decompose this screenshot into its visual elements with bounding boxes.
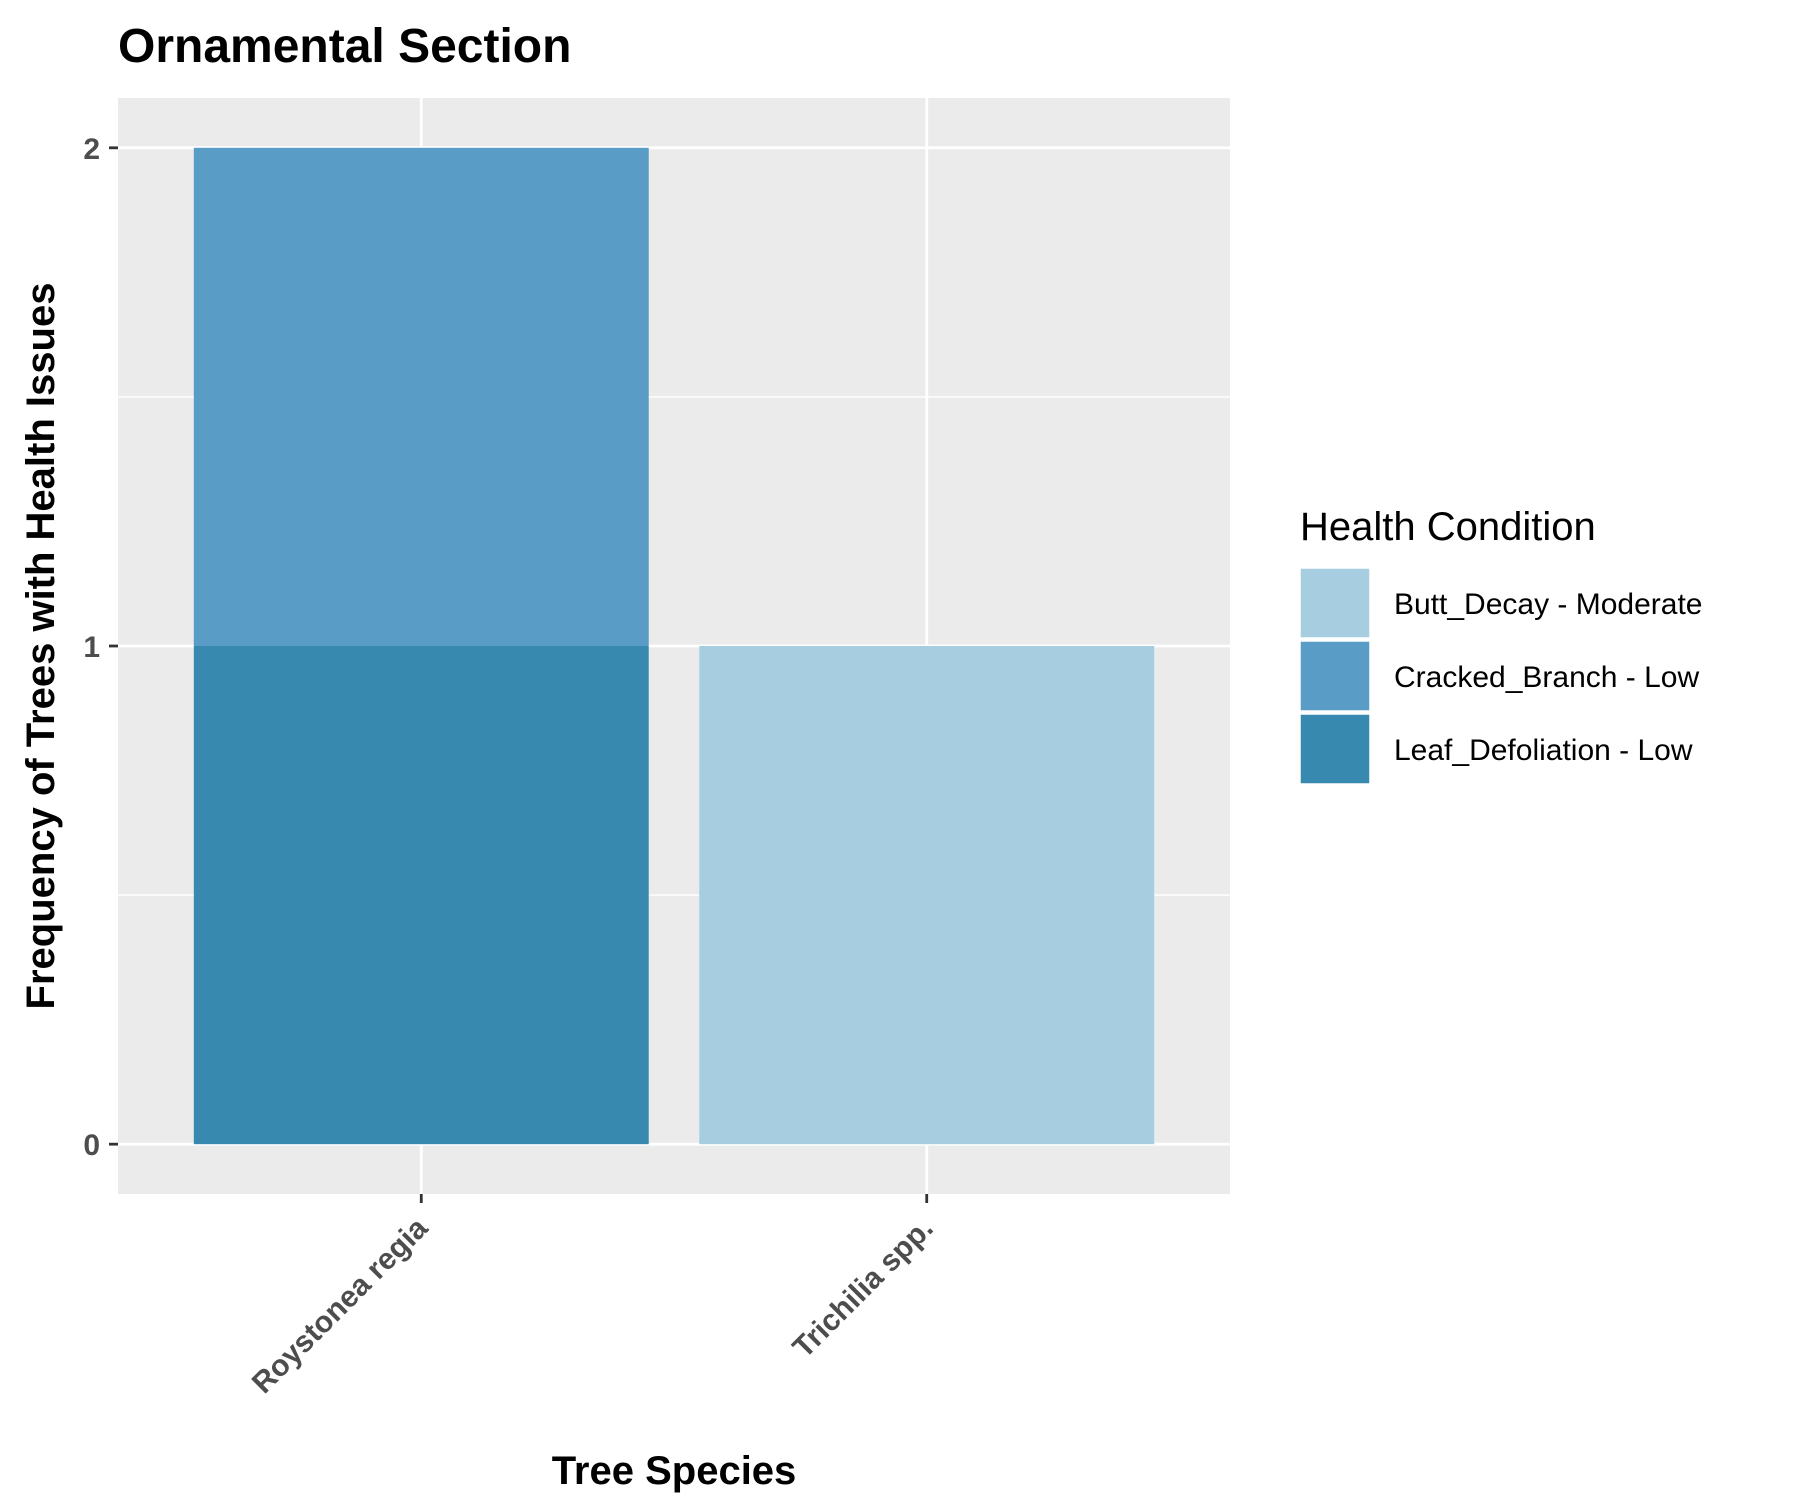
x-tick-label: Trichilia spp.	[787, 1212, 940, 1365]
x-axis-title: Tree Species	[552, 1449, 797, 1493]
bar-cracked-branch-low-roystonea-regia	[193, 147, 649, 646]
bar-butt-decay-moderate-trichilia-spp	[699, 646, 1155, 1145]
y-axis: 0 1 2	[83, 133, 118, 1162]
legend-label: Leaf_Defoliation - Low	[1394, 734, 1693, 767]
legend-title: Health Condition	[1300, 505, 1596, 549]
legend-key	[1299, 713, 1371, 785]
legend-items: Butt_Decay - Moderate Cracked_Branch - Lo…	[1299, 567, 1702, 785]
x-axis: Roystonea regia Trichilia spp.	[246, 1194, 940, 1400]
y-tick-label: 2	[83, 133, 100, 166]
bar-leaf-defoliation-low-roystonea-regia	[193, 646, 649, 1145]
legend: Health Condition Butt_Decay - Moderate Cr…	[1299, 505, 1702, 785]
y-tick-label: 0	[83, 1129, 100, 1162]
legend-key	[1299, 640, 1371, 712]
legend-key	[1299, 567, 1371, 639]
legend-label: Butt_Decay - Moderate	[1394, 588, 1702, 621]
y-tick-label: 1	[83, 631, 100, 664]
chart-title: Ornamental Section	[118, 20, 571, 73]
y-axis-title: Frequency of Trees with Health Issues	[19, 283, 63, 1010]
bars	[193, 147, 1155, 1145]
x-tick-label: Roystonea regia	[246, 1211, 435, 1400]
legend-label: Cracked_Branch - Low	[1394, 661, 1699, 694]
